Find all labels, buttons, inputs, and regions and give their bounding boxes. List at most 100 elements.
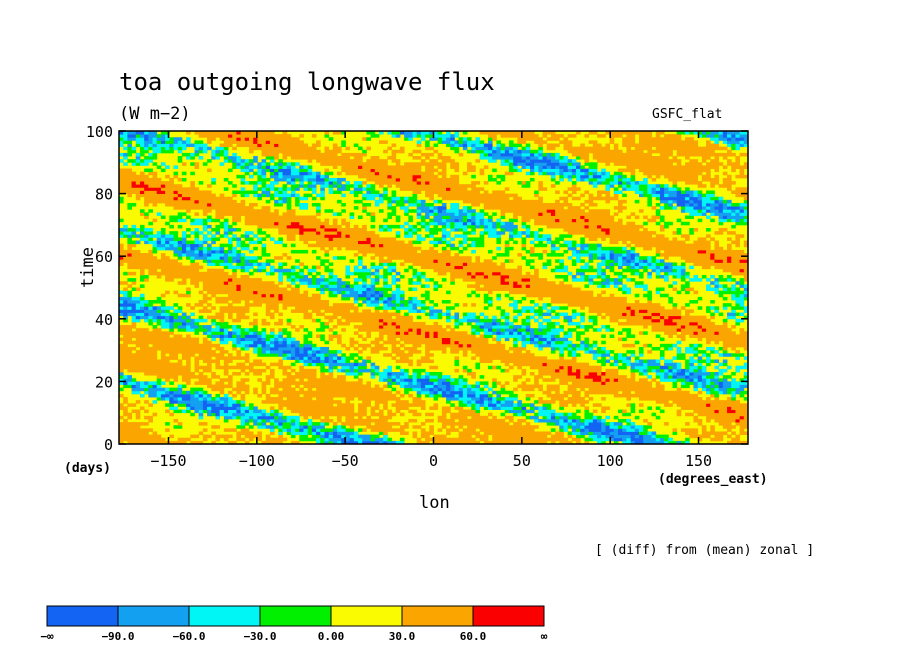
heatmap-cell xyxy=(240,378,246,382)
heatmap-cell xyxy=(592,384,598,389)
heatmap-cell xyxy=(542,293,548,298)
heatmap-cell xyxy=(433,437,439,442)
heatmap-cell xyxy=(622,412,627,417)
heatmap-cell xyxy=(173,309,179,313)
heatmap-cell xyxy=(576,381,581,385)
heatmap-cell xyxy=(173,303,179,307)
heatmap-cell xyxy=(718,337,724,342)
heatmap-cell xyxy=(471,400,476,404)
heatmap-cell xyxy=(257,290,262,295)
heatmap-cell xyxy=(240,306,246,310)
heatmap-cell xyxy=(135,296,141,301)
heatmap-cell xyxy=(475,422,481,426)
heatmap-cell xyxy=(559,428,564,432)
heatmap-cell xyxy=(446,381,451,385)
heatmap-cell xyxy=(290,409,296,414)
heatmap-cell xyxy=(358,418,363,423)
heatmap-cell xyxy=(399,318,405,323)
heatmap-cell xyxy=(131,409,137,414)
heatmap-cell xyxy=(332,353,338,357)
heatmap-cell xyxy=(597,437,602,442)
heatmap-cell xyxy=(697,296,703,301)
heatmap-cell xyxy=(685,378,690,382)
heatmap-cell xyxy=(257,293,262,298)
heatmap-cell xyxy=(525,387,531,392)
heatmap-cell xyxy=(550,300,556,304)
heatmap-cell xyxy=(374,290,380,295)
heatmap-cell xyxy=(517,328,522,332)
heatmap-cell xyxy=(534,331,539,335)
heatmap-cell xyxy=(420,384,426,389)
heatmap-cell xyxy=(311,296,317,301)
heatmap-cell xyxy=(316,296,321,301)
heatmap-cell xyxy=(261,409,267,414)
heatmap-cell xyxy=(601,378,606,382)
heatmap-cell xyxy=(265,397,271,401)
heatmap-cell xyxy=(701,365,707,370)
heatmap-cell xyxy=(177,440,183,445)
heatmap-cell xyxy=(693,334,699,338)
heatmap-cell xyxy=(672,368,678,373)
heatmap-cell xyxy=(576,375,581,379)
heatmap-cell xyxy=(567,346,573,351)
heatmap-cell xyxy=(177,390,183,395)
heatmap-cell xyxy=(303,343,309,348)
heatmap-cell xyxy=(483,400,489,404)
heatmap-cell xyxy=(454,343,460,348)
heatmap-cell xyxy=(265,437,271,442)
heatmap-cell xyxy=(689,359,694,364)
heatmap-cell xyxy=(223,362,229,367)
heatmap-cell xyxy=(123,340,128,345)
heatmap-cell xyxy=(144,409,149,414)
heatmap-cell xyxy=(337,284,342,288)
heatmap-cell xyxy=(517,428,522,432)
heatmap-cell xyxy=(488,440,493,445)
heatmap-cell xyxy=(261,300,267,304)
heatmap-cell xyxy=(278,318,283,323)
heatmap-cell xyxy=(722,384,728,389)
heatmap-cell xyxy=(622,390,627,395)
heatmap-cell xyxy=(186,353,191,357)
heatmap-cell xyxy=(458,393,464,398)
heatmap-cell xyxy=(542,403,548,407)
heatmap-cell xyxy=(576,415,581,420)
heatmap-cell xyxy=(303,431,309,436)
heatmap-cell xyxy=(538,287,543,292)
heatmap-cell xyxy=(655,315,661,320)
heatmap-cell xyxy=(211,406,216,410)
heatmap-cell xyxy=(576,437,581,442)
heatmap-cell xyxy=(127,293,132,298)
heatmap-cell xyxy=(253,368,258,373)
heatmap-cell xyxy=(685,315,690,320)
heatmap-cell xyxy=(492,384,497,389)
heatmap-cell xyxy=(165,318,170,323)
heatmap-cell xyxy=(202,428,208,432)
heatmap-cell xyxy=(475,328,481,332)
heatmap-cell xyxy=(446,406,451,410)
heatmap-cell xyxy=(454,406,460,410)
heatmap-cell xyxy=(693,431,699,436)
heatmap-cell xyxy=(186,397,191,401)
heatmap-cell xyxy=(467,431,472,436)
heatmap-cell xyxy=(534,343,539,348)
heatmap-cell xyxy=(605,387,611,392)
heatmap-cell xyxy=(139,343,145,348)
heatmap-cell xyxy=(492,325,497,329)
heatmap-cell xyxy=(450,415,455,420)
heatmap-cell xyxy=(399,425,405,429)
heatmap-cell xyxy=(664,422,669,426)
heatmap-cell xyxy=(274,425,279,429)
heatmap-cell xyxy=(672,356,678,360)
heatmap-cell xyxy=(643,384,648,389)
heatmap-cell xyxy=(580,378,585,382)
heatmap-cell xyxy=(446,437,451,442)
heatmap-cell xyxy=(420,400,426,404)
heatmap-cell xyxy=(735,422,741,426)
heatmap-cell xyxy=(714,434,720,439)
heatmap-cell xyxy=(290,397,296,401)
heatmap-cell xyxy=(202,309,208,313)
heatmap-cell xyxy=(630,434,636,439)
heatmap-cell xyxy=(135,440,141,445)
heatmap-cell xyxy=(697,412,703,417)
heatmap-cell xyxy=(345,431,351,436)
